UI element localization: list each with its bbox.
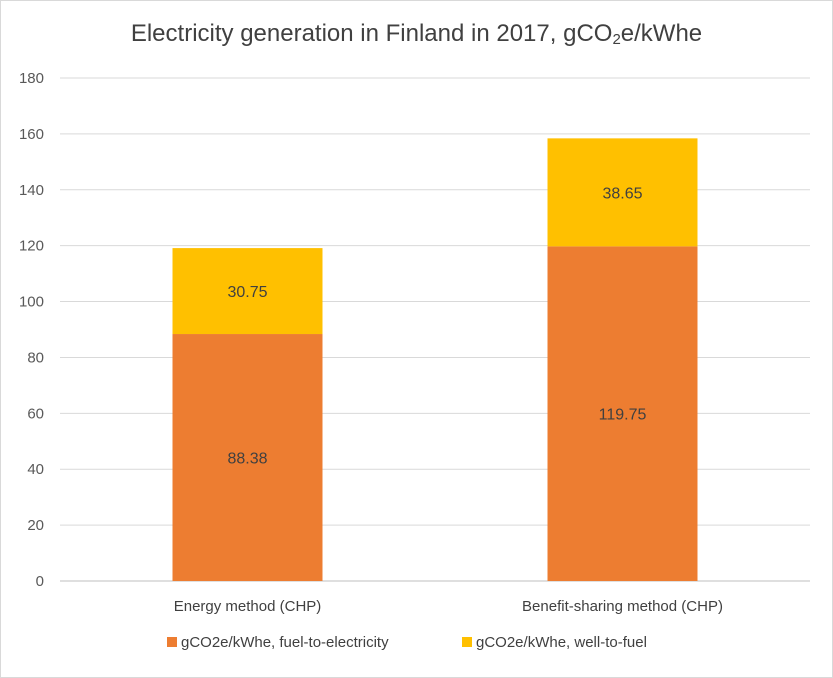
bars (172, 138, 698, 581)
y-tick-label: 180 (19, 70, 44, 87)
legend: gCO2e/kWhe, fuel-to-electricity gCO2e/kWh… (167, 634, 647, 651)
data-label: 38.65 (602, 185, 642, 202)
data-label: 88.38 (227, 451, 267, 468)
y-tick-label: 160 (19, 126, 44, 143)
y-tick-label: 120 (19, 238, 44, 255)
chart-title-subscript: 2 (612, 31, 621, 48)
y-tick-label: 100 (19, 294, 44, 311)
y-tick-label: 60 (27, 405, 44, 422)
y-tick-label: 140 (19, 182, 44, 199)
chart-title-main: Electricity generation in Finland in 201… (130, 20, 613, 47)
data-label: 30.75 (227, 284, 267, 301)
chart-title: Electricity generation in Finland in 201… (0, 20, 833, 48)
bar-fuel-to-electricity-0 (172, 334, 323, 581)
y-axis-ticks: 0 20 40 60 80 100 120 140 160 180 (19, 70, 44, 590)
legend-swatch (167, 637, 177, 647)
x-axis-categories: Energy method (CHP) Benefit-sharing metho… (174, 598, 723, 615)
x-category-label: Benefit-sharing method (CHP) (522, 598, 723, 615)
legend-label: gCO2e/kWhe, fuel-to-electricity (181, 634, 389, 651)
x-category-label: Energy method (CHP) (174, 598, 322, 615)
bar-well-to-fuel-0 (172, 248, 323, 335)
chart-title-tail: e/kWhe (620, 20, 703, 47)
data-labels: 88.38 30.75 119.75 38.65 (227, 185, 646, 467)
y-tick-label: 40 (27, 461, 44, 478)
bar-fuel-to-electricity-1 (547, 246, 698, 581)
y-tick-label: 0 (36, 573, 44, 590)
bar-well-to-fuel-1 (547, 138, 698, 247)
data-label: 119.75 (599, 407, 647, 424)
legend-label: gCO2e/kWhe, well-to-fuel (476, 634, 647, 651)
y-tick-label: 20 (27, 517, 44, 534)
y-tick-label: 80 (27, 349, 44, 366)
legend-swatch (462, 637, 472, 647)
